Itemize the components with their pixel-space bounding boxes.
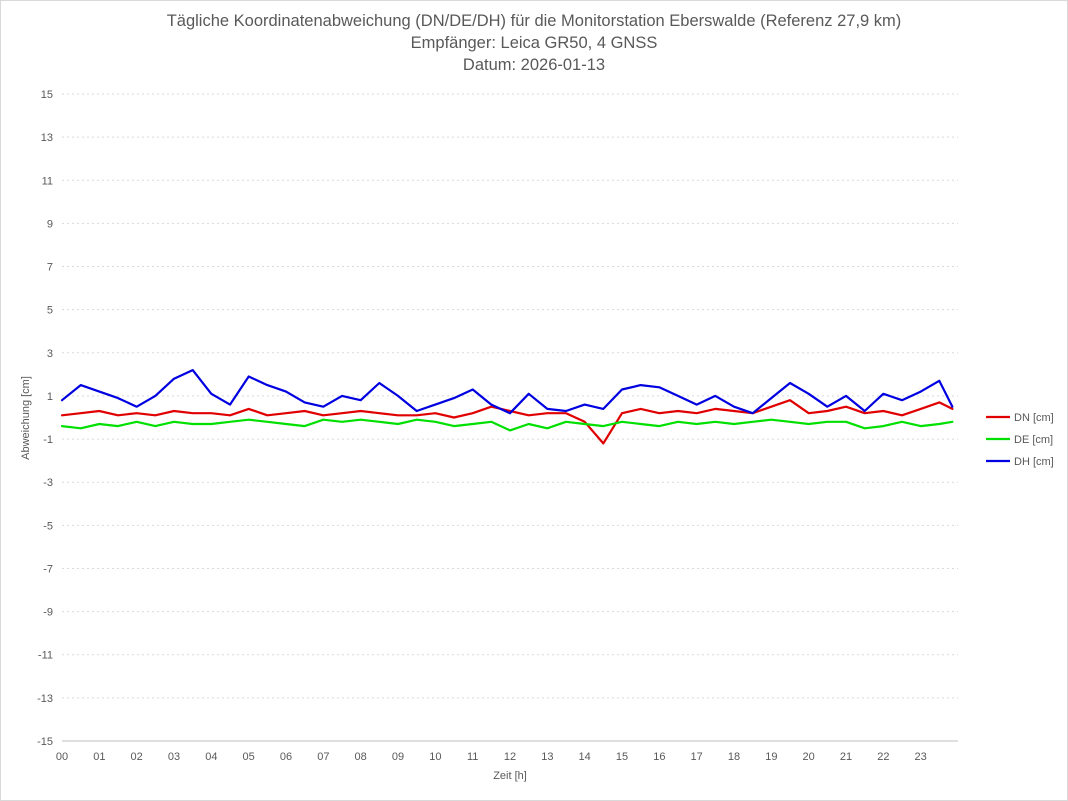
chart-subtitle-receiver: Empfänger: Leica GR50, 4 GNSS [410, 34, 658, 52]
x-tick-label: 02 [131, 751, 143, 763]
x-tick-label: 22 [877, 751, 889, 763]
chart-subtitle-date: Datum: 2026-01-13 [462, 56, 606, 74]
x-axis-label: Zeit [h] [493, 770, 527, 782]
x-tick-label: 01 [93, 751, 105, 763]
y-tick-label: -5 [43, 520, 53, 532]
x-tick-label: 04 [205, 751, 217, 763]
legend-label: DE [cm] [1014, 434, 1053, 446]
x-tick-label: 08 [355, 751, 367, 763]
y-tick-label: -9 [43, 607, 53, 619]
x-tick-label: 09 [392, 751, 404, 763]
x-tick-label: 15 [616, 751, 628, 763]
series-line-dh [60, 369, 954, 415]
x-tick-label: 06 [280, 751, 292, 763]
x-tick-label: 11 [467, 751, 478, 763]
x-tick-label: 10 [429, 751, 441, 763]
x-tick-label: 19 [765, 751, 777, 763]
legend-label: DN [cm] [1014, 412, 1054, 424]
y-tick-label: 13 [41, 132, 53, 144]
y-tick-label: 5 [47, 305, 53, 317]
y-tick-label: -13 [37, 693, 53, 705]
series-group [60, 369, 954, 445]
x-tick-label: 00 [56, 751, 68, 763]
y-tick-label: 3 [47, 348, 53, 360]
x-tick-label: 18 [728, 751, 740, 763]
y-tick-label: -1 [43, 434, 53, 446]
y-tick-label: 9 [47, 218, 53, 230]
x-tick-label: 21 [840, 751, 852, 763]
series-line-dn [60, 399, 954, 445]
x-tick-label: 20 [803, 751, 815, 763]
y-axis-label: Abweichung [cm] [20, 376, 32, 460]
x-tick-label: 07 [317, 751, 329, 763]
y-tick-label: -7 [43, 563, 53, 575]
x-tick-label: 23 [915, 751, 927, 763]
y-tick-label: 11 [42, 175, 53, 187]
y-tick-label: 1 [47, 391, 53, 403]
chart-title: Tägliche Koordinatenabweichung (DN/DE/DH… [166, 12, 902, 30]
grid-lines [62, 93, 958, 699]
x-tick-label: 05 [243, 751, 255, 763]
legend-label: DH [cm] [1014, 456, 1054, 468]
y-tick-label: -3 [43, 477, 53, 489]
x-tick-label: 13 [541, 751, 553, 763]
y-tick-labels: 15 13 11 9 7 5 3 1 -1 -3 -5 -7 -9 -11 -13 -15 [37, 89, 53, 748]
y-tick-label: -11 [38, 650, 53, 662]
y-tick-label: 7 [47, 262, 53, 274]
x-tick-label: 16 [653, 751, 665, 763]
x-tick-label: 17 [691, 751, 703, 763]
legend: DN [cm] DE [cm] DH [cm] [986, 412, 1054, 468]
x-tick-label: 03 [168, 751, 180, 763]
y-tick-label: -15 [37, 736, 53, 748]
chart-title-block: Tägliche Koordinatenabweichung (DN/DE/DH… [0, 10, 1068, 76]
x-tick-labels: 00 01 02 03 04 05 06 07 08 09 10 11 12 13 14 15 16 17 18 19… [56, 751, 927, 763]
y-tick-label: 15 [41, 89, 53, 101]
x-tick-label: 12 [504, 751, 516, 763]
x-tick-label: 14 [579, 751, 591, 763]
series-line-de [60, 418, 954, 432]
